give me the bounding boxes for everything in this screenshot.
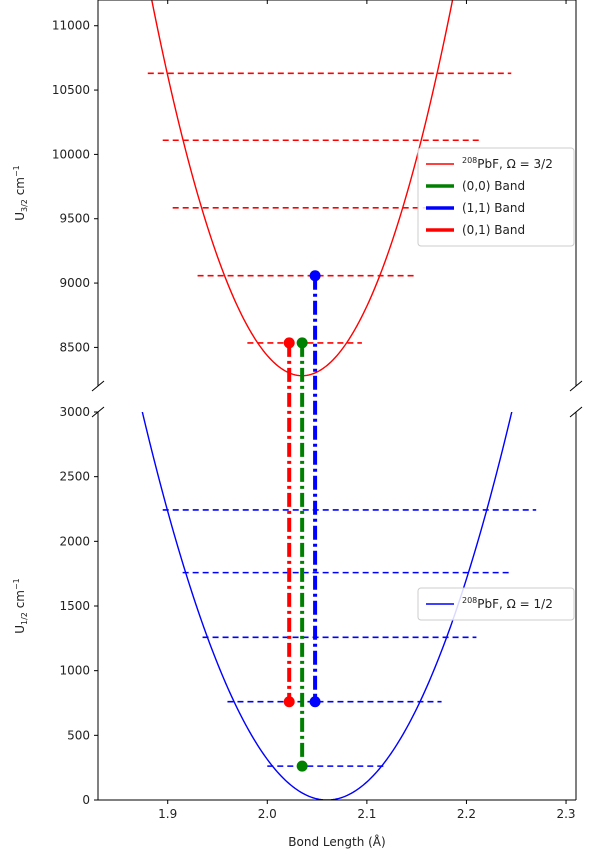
lower-legend: 208PbF, Ω = 1/2: [418, 588, 574, 620]
x-axis-label: Bond Length (Å): [288, 834, 385, 849]
upper-y-axis-label: U3/2 cm−1: [12, 165, 29, 221]
transition-upper-point-1: [310, 270, 321, 281]
lower-xtick-label-1: 2.0: [258, 807, 277, 821]
transition-lines: [284, 270, 321, 771]
upper-ytick-label-4: 10500: [52, 83, 90, 97]
transition-lower-point-2: [284, 696, 295, 707]
transition-lower-point-1: [310, 696, 321, 707]
transition-upper-point-2: [284, 337, 295, 348]
lower-ytick-label-0: 0: [82, 793, 90, 807]
upper-legend-label-3: (0,1) Band: [462, 223, 525, 237]
lower-ytick-label-4: 2000: [59, 534, 90, 548]
lower-xtick-label-3: 2.2: [457, 807, 476, 821]
upper-legend: 208PbF, Ω = 3/2(0,0) Band(1,1) Band(0,1)…: [418, 148, 574, 246]
lower-ytick-label-2: 1000: [59, 664, 90, 678]
upper-ytick-label-0: 8500: [59, 340, 90, 354]
lower-ytick-label-1: 500: [67, 728, 90, 742]
axis-break-marks: [92, 381, 582, 417]
upper-legend-label-2: (1,1) Band: [462, 201, 525, 215]
lower-ytick-label-3: 1500: [59, 599, 90, 613]
upper-ytick-label-1: 9000: [59, 276, 90, 290]
lower-xtick-label-0: 1.9: [158, 807, 177, 821]
lower-ytick-label-6: 3000: [59, 405, 90, 419]
upper-ytick-label-3: 10000: [52, 147, 90, 161]
lower-ytick-label-5: 2500: [59, 470, 90, 484]
upper-legend-label-1: (0,0) Band: [462, 179, 525, 193]
lower-y-axis-label: U1/2 cm−1: [12, 578, 29, 634]
lower-xtick-label-4: 2.3: [556, 807, 575, 821]
lower-xtick-label-2: 2.1: [357, 807, 376, 821]
transition-upper-point-0: [297, 337, 308, 348]
transition-lower-point-0: [297, 761, 308, 772]
upper-ytick-label-5: 11000: [52, 19, 90, 33]
upper-ytick-label-2: 9500: [59, 212, 90, 226]
